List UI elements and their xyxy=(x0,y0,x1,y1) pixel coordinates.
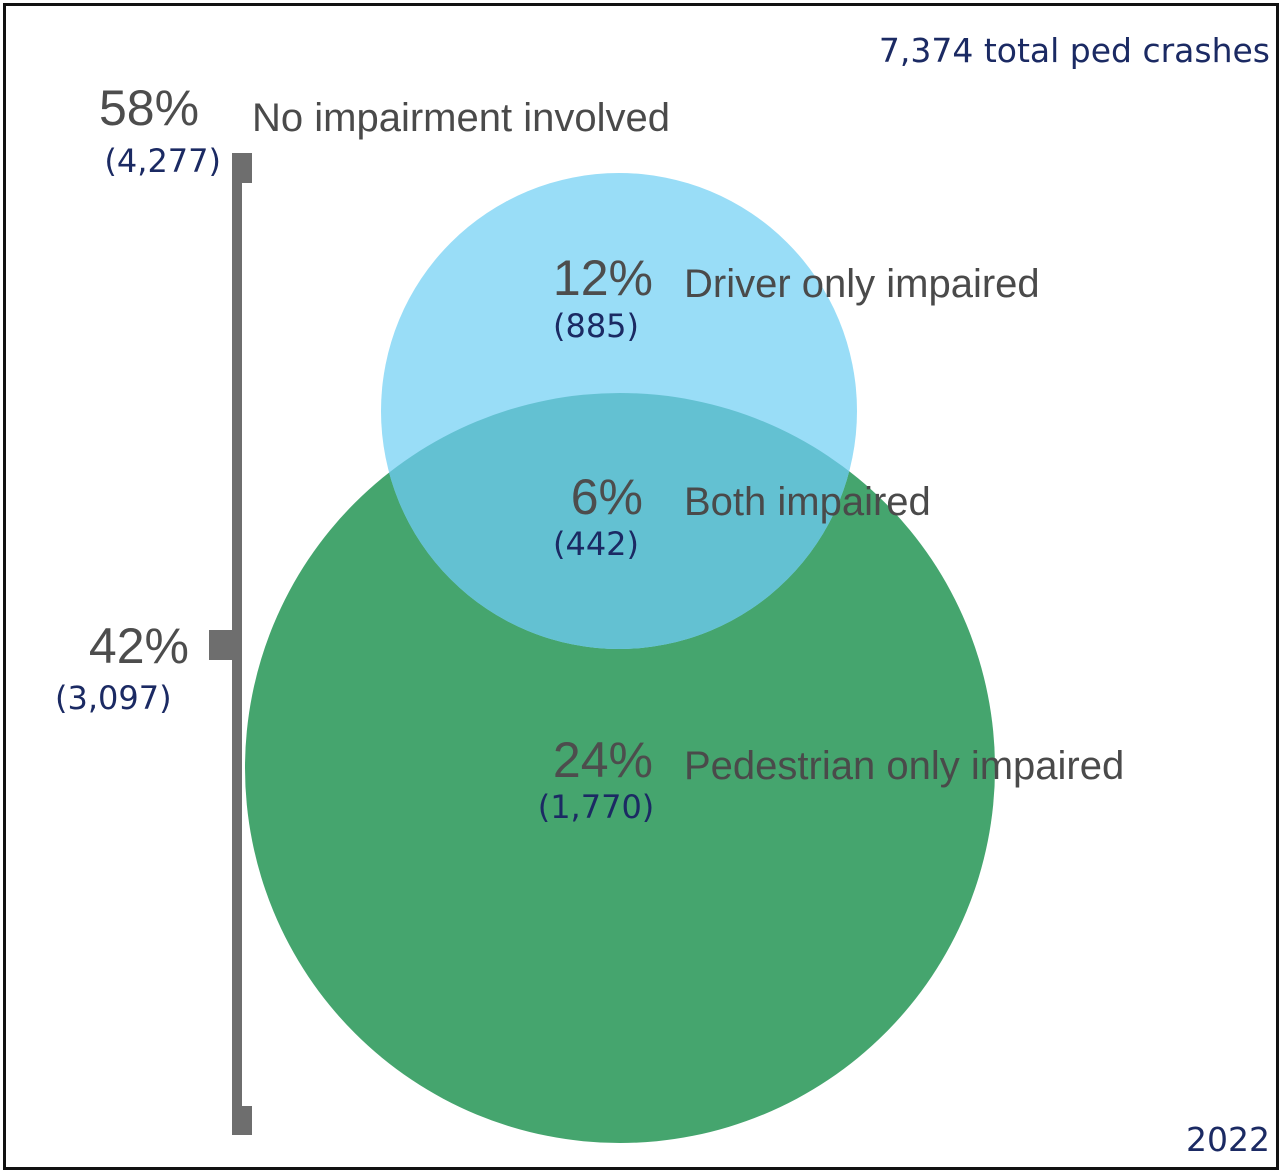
year-label: 2022 xyxy=(1186,1120,1270,1159)
both-impaired-pct: 6% xyxy=(570,469,643,525)
driver-only-pct: 12% xyxy=(552,250,653,306)
pedestrian-only-count: (1,770) xyxy=(537,788,655,826)
venn-diagram xyxy=(209,153,995,1143)
driver-only-label: Driver only impaired xyxy=(684,262,1040,306)
both-impaired-count: (442) xyxy=(552,525,640,563)
figure-frame: 7,374 total ped crashes 58% No impairmen… xyxy=(3,3,1279,1170)
both-impaired-label: Both impaired xyxy=(684,480,931,524)
any-impairment-count: (3,097) xyxy=(55,679,172,717)
driver-only-count: (885) xyxy=(552,307,640,345)
any-impairment-pct: 42% xyxy=(88,618,189,674)
pedestrian-impaired-circle xyxy=(245,393,995,1143)
pedestrian-only-pct: 24% xyxy=(552,732,653,788)
no-impairment-count: (4,277) xyxy=(104,142,221,180)
no-impairment-label: No impairment involved xyxy=(252,96,670,140)
no-impairment-pct: 58% xyxy=(99,80,200,136)
impairment-bracket xyxy=(209,153,252,1135)
pedestrian-only-label: Pedestrian only impaired xyxy=(684,744,1125,788)
total-crashes-label: 7,374 total ped crashes xyxy=(878,31,1270,70)
